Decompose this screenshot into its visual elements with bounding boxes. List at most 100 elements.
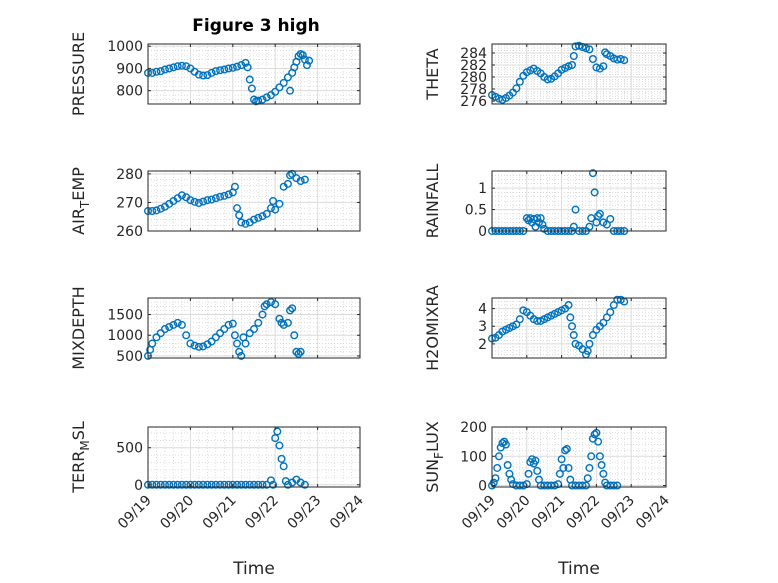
- data-point: [588, 331, 597, 340]
- y-tick-label: 500: [116, 349, 143, 365]
- data-point: [211, 480, 220, 489]
- data-point: [156, 67, 165, 76]
- data-point: [599, 469, 608, 478]
- data-point: [249, 95, 258, 104]
- data-point: [220, 480, 229, 489]
- data-point: [203, 71, 212, 80]
- data-point: [557, 455, 566, 464]
- y-tick-label: 500: [116, 441, 143, 457]
- data-point: [237, 480, 246, 489]
- data-point: [228, 480, 237, 489]
- data-point: [194, 342, 203, 351]
- x-tick-label: 09/19: [459, 493, 499, 533]
- data-point: [266, 298, 275, 307]
- data-point: [587, 452, 596, 461]
- data-point: [203, 480, 212, 489]
- data-point: [224, 320, 233, 329]
- data-point: [569, 222, 578, 231]
- data-point: [275, 199, 284, 208]
- data-point: [533, 466, 542, 475]
- data-point: [538, 220, 547, 229]
- data-point: [224, 480, 233, 489]
- data-point: [186, 196, 195, 205]
- data-point: [609, 481, 618, 490]
- y-axis-label: MIXDEPTH: [69, 286, 88, 369]
- data-point: [186, 339, 195, 348]
- data-point: [269, 480, 278, 489]
- plot-area: [148, 427, 360, 487]
- data-point: [568, 61, 577, 70]
- data-point: [241, 219, 250, 228]
- y-tick-label: 1000: [107, 328, 143, 344]
- data-point: [288, 304, 297, 313]
- data-point: [199, 342, 208, 351]
- data-series: [143, 427, 309, 489]
- subplot-air-temp: 260 270 280 AIRTEMP: [69, 167, 361, 240]
- y-tick-label: 1: [478, 181, 487, 197]
- data-point: [296, 347, 305, 356]
- x-tick-label: 09/20: [494, 493, 534, 533]
- data-point: [303, 61, 312, 70]
- data-point: [602, 220, 611, 229]
- data-point: [290, 331, 299, 340]
- axes-box: [147, 43, 361, 105]
- x-tick-label: 09/23: [285, 493, 325, 533]
- chart-title: Figure 3 high: [192, 16, 320, 36]
- data-point: [587, 214, 596, 223]
- data-point: [583, 474, 592, 483]
- data-point: [283, 179, 292, 188]
- data-point: [182, 480, 191, 489]
- data-point: [211, 194, 220, 203]
- data-point: [254, 318, 263, 327]
- plot-area: [148, 171, 360, 231]
- data-point: [148, 206, 157, 215]
- data-point: [156, 204, 165, 213]
- data-point: [249, 325, 258, 334]
- x-tick-label: 09/22: [563, 493, 603, 533]
- data-point: [160, 65, 169, 74]
- data-point: [199, 71, 208, 80]
- data-point: [602, 313, 611, 322]
- data-point: [233, 62, 242, 71]
- data-point: [258, 212, 267, 221]
- data-point: [616, 55, 625, 64]
- data-point: [275, 441, 284, 450]
- data-point: [230, 182, 239, 191]
- data-point: [216, 329, 225, 338]
- y-axis-label: RAINFALL: [423, 164, 442, 239]
- data-point: [237, 351, 246, 360]
- data-point: [575, 41, 584, 50]
- data-point: [590, 188, 599, 197]
- data-point: [235, 347, 244, 356]
- data-point: [262, 300, 271, 309]
- data-point: [165, 480, 174, 489]
- data-point: [294, 52, 303, 61]
- data-point: [211, 333, 220, 342]
- data-point: [190, 341, 199, 350]
- data-point: [269, 196, 278, 205]
- data-point: [594, 437, 603, 446]
- y-axis-label: AIRTEMP: [69, 167, 92, 235]
- y-axis-label: SUNFLUX: [423, 421, 446, 493]
- data-point: [230, 331, 239, 340]
- data-point: [241, 480, 250, 489]
- data-point: [245, 75, 254, 84]
- data-point: [298, 51, 307, 60]
- y-tick-label: 270: [116, 195, 143, 211]
- data-point: [555, 469, 564, 478]
- data-point: [585, 45, 594, 54]
- data-point: [597, 461, 606, 470]
- data-point: [211, 67, 220, 76]
- data-point: [300, 480, 309, 489]
- data-point: [207, 195, 216, 204]
- data-point: [177, 480, 186, 489]
- data-point: [275, 314, 284, 323]
- y-tick-label: 280: [116, 167, 143, 183]
- axes-box: [491, 43, 667, 105]
- y-axis-label: TERRMSL: [69, 421, 92, 494]
- data-point: [258, 95, 267, 104]
- y-tick-label: 284: [460, 46, 487, 62]
- y-tick-label: 278: [460, 82, 487, 98]
